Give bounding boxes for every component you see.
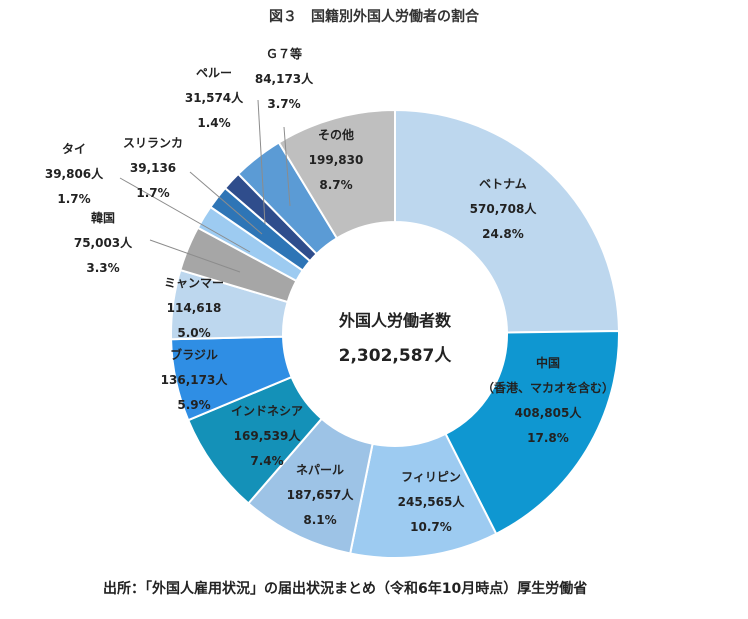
slice-count-8: 39,806人	[45, 166, 104, 181]
slice-label-group-0: ベトナム 570,708人 24.8%	[470, 177, 538, 241]
slice-percent-2: 10.7%	[410, 520, 452, 534]
leader-line-9	[189, 171, 263, 235]
slice-label-9: スリランカ	[123, 136, 183, 150]
slice-label-11: Ｇ７等	[266, 46, 302, 61]
slice-percent-5: 5.9%	[177, 398, 210, 412]
slice-label-4: インドネシア	[231, 404, 303, 418]
leader-line-7	[149, 239, 241, 273]
slice-percent-12: 8.7%	[319, 178, 352, 192]
slice-label-1: 中国	[536, 355, 560, 370]
slice-label-group-9: スリランカ 39,136 1.7%	[123, 136, 183, 200]
slice-label-group-5: ブラジル 136,173人 5.9%	[161, 347, 229, 412]
slice-label-group-3: ネパール 187,657人 8.1%	[287, 463, 355, 527]
slice-count-11: 84,173人	[255, 71, 314, 86]
slice-label-group-1: 中国 （香港、マカオを含む） 408,805人 17.8%	[482, 355, 614, 445]
slice-count-1: 408,805人	[515, 405, 583, 420]
slice-label-10: ペルー	[196, 66, 232, 80]
slice-count-2: 245,565人	[398, 494, 466, 509]
slice-percent-1: 17.8%	[527, 431, 569, 445]
slice-label-group-7: 韓国 75,003人 3.3%	[74, 210, 133, 275]
slice-label-3: ネパール	[296, 463, 344, 477]
slice-label-2-1: （香港、マカオを含む）	[482, 380, 614, 395]
slice-label-group-2: フィリピン 245,565人 10.7%	[398, 470, 466, 534]
slice-percent-6: 5.0%	[177, 326, 210, 340]
center-label: 外国人労働者数	[338, 311, 452, 330]
slice-count-6: 114,618	[167, 301, 222, 315]
slice-label-8: タイ	[62, 142, 86, 156]
slice-count-3: 187,657人	[287, 487, 355, 502]
slice-percent-7: 3.3%	[86, 261, 119, 275]
slice-percent-8: 1.7%	[57, 192, 90, 206]
slice-count-5: 136,173人	[161, 372, 229, 387]
slice-label-0: ベトナム	[479, 177, 527, 191]
slice-percent-4: 7.4%	[250, 454, 283, 468]
slice-count-7: 75,003人	[74, 235, 133, 250]
slice-label-6: ミャンマー	[164, 276, 224, 290]
slice-label-group-4: インドネシア 169,539人 7.4%	[231, 404, 303, 468]
slice-percent-9: 1.7%	[136, 186, 169, 200]
slice-label-group-11: Ｇ７等 84,173人 3.7%	[255, 46, 314, 111]
slice-count-12: 199,830	[309, 153, 364, 167]
slice-label-2: フィリピン	[401, 470, 461, 484]
slice-count-9: 39,136	[130, 161, 176, 175]
leader-line-10	[257, 99, 266, 225]
slice-label-group-8: タイ 39,806人 1.7%	[45, 142, 104, 206]
slice-label-5: ブラジル	[170, 347, 218, 362]
slice-label-7: 韓国	[91, 210, 115, 225]
slice-0	[394, 108, 620, 334]
chart-title: 図３ 国籍別外国人労働者の割合	[269, 9, 479, 25]
leader-line-11	[283, 126, 291, 207]
slice-percent-3: 8.1%	[303, 513, 336, 527]
slice-label-group-6: ミャンマー 114,618 5.0%	[164, 276, 224, 340]
slice-1	[444, 329, 620, 536]
slice-percent-0: 24.8%	[482, 227, 524, 241]
slice-label-group-12: その他 199,830 8.7%	[309, 127, 364, 192]
slice-label-12: その他	[318, 127, 354, 142]
center-value: 2,302,587人	[339, 346, 453, 366]
source-note: 出所：「外国人雇用状況」の届出状況まとめ（令和6年10月時点）厚生労働省	[103, 581, 588, 597]
slice-percent-11: 3.7%	[267, 97, 300, 111]
slice-count-4: 169,539人	[234, 428, 302, 443]
slice-label-group-10: ペルー 31,574人 1.4%	[185, 66, 244, 130]
slice-count-10: 31,574人	[185, 90, 244, 105]
slice-percent-10: 1.4%	[197, 116, 230, 130]
leader-line-8	[119, 177, 251, 253]
slice-count-0: 570,708人	[470, 201, 538, 216]
slice-12	[277, 108, 396, 240]
